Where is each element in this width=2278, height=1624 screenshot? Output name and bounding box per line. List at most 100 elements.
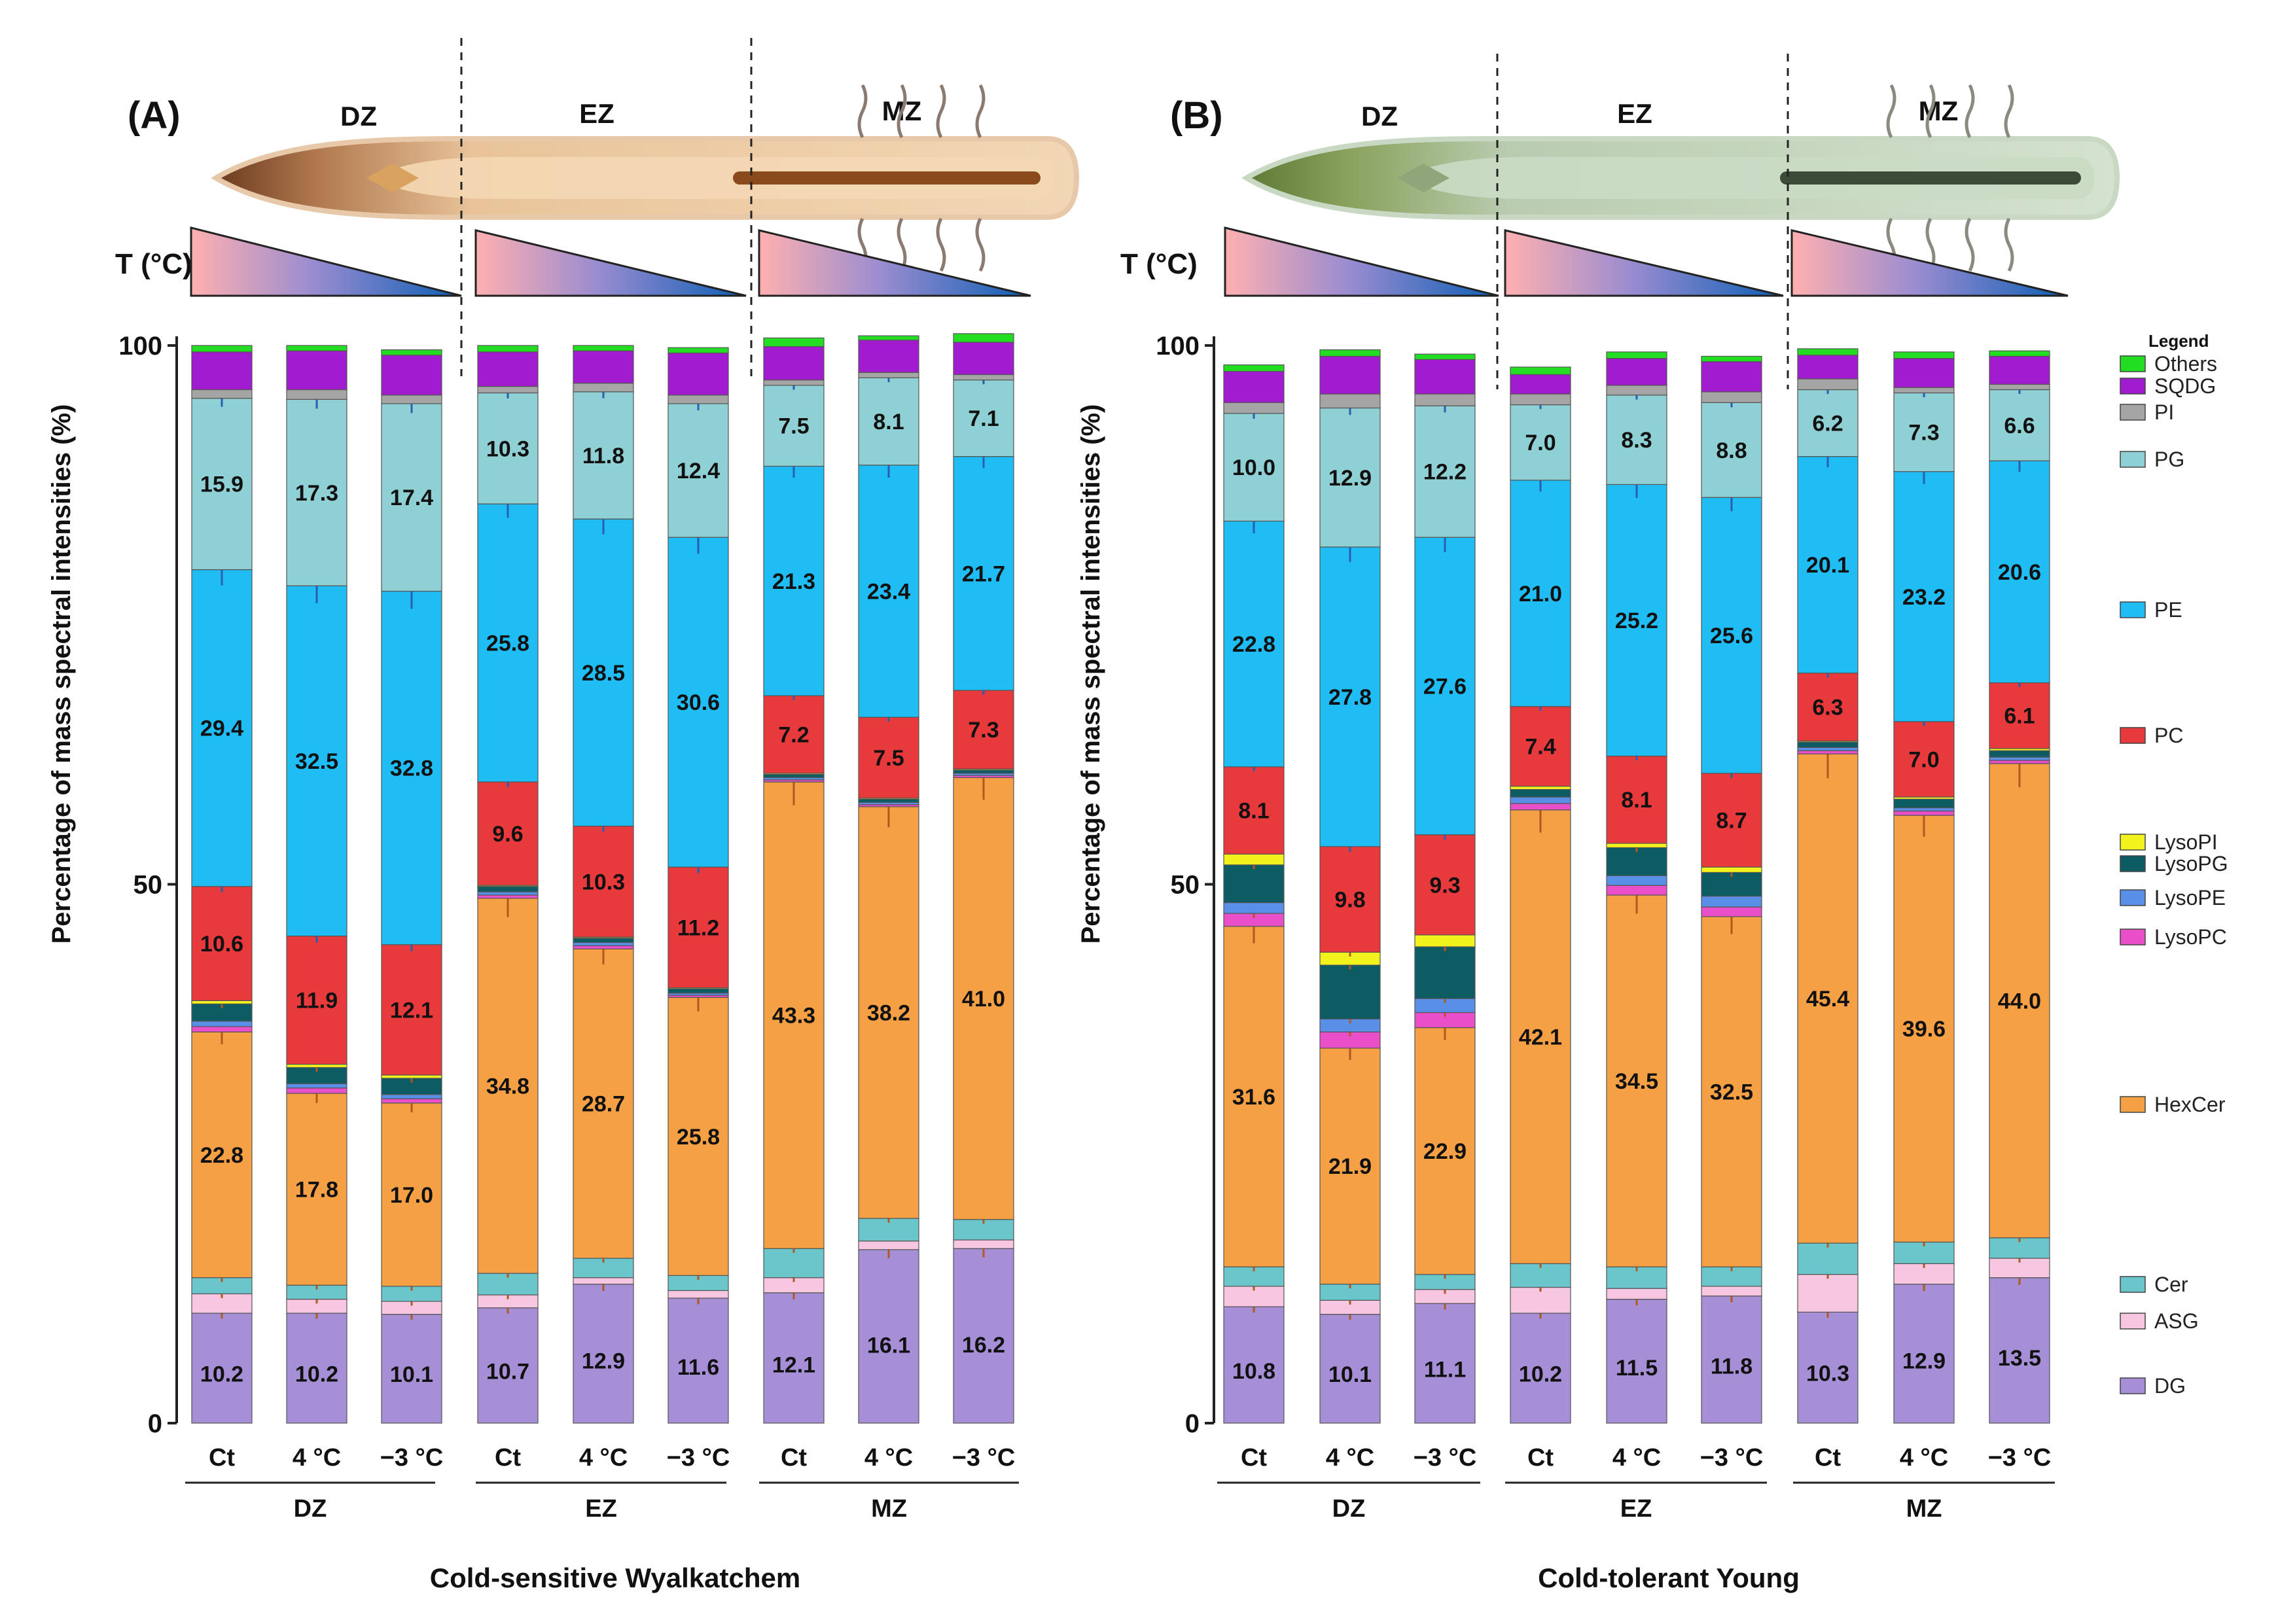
stacked-bar-mz-3-c: 13.5 44.0 6.1 20.6 6.6 [1989,350,2050,1424]
bar-segment-others [667,347,729,354]
bar-segment-lysopg [667,988,729,994]
bar-segment-lysope [1989,756,2050,761]
bar-segment-pg [1989,389,2050,461]
data-label-dg: 10.2 [1519,1362,1562,1386]
bar-segment-pc [1701,773,1762,868]
bar-segment-pe [1606,484,1667,757]
legend-item-dg: DG [2120,1374,2186,1398]
bar-segment-pi [1989,383,2050,391]
bar-segment-pg [763,385,825,467]
group-label-dz: DZ [294,1495,327,1523]
bar-segment-dg [381,1314,442,1424]
data-label-pe: 20.1 [1806,553,1849,578]
legend-swatch [2120,1276,2146,1293]
data-label-pg: 17.4 [390,485,433,510]
panel-a: (A) DZ EZ MZ T (°C) Percent [47,38,1080,1593]
bar-segment-pc [477,781,539,886]
bar-segment-others [477,345,539,353]
legend-item-sqdg: SQDG [2120,374,2216,398]
data-label-dg: 11.5 [1616,1356,1658,1381]
data-label-pg: 17.3 [295,481,338,506]
bar-segment-lysope [1893,807,1955,812]
bar-segment-others [1510,366,1571,376]
legend-label: LysoPG [2154,852,2228,875]
data-label-dg: 10.1 [1328,1362,1372,1387]
bar-segment-pe [477,503,539,783]
legend-label: LysoPC [2154,925,2227,949]
data-label-hexcer: 38.2 [867,1000,910,1025]
bar-segment-others [191,345,253,353]
data-label-pc: 6.3 [1812,696,1843,720]
bar-segment-lysopi [1510,786,1571,790]
legend-swatch [2120,1313,2146,1330]
bar-segment-sqdg [1893,358,1955,388]
bar-segment-dg [1893,1283,1955,1424]
plot-area-b: 0 50 100 10.8 31.6 8.1 22.8 10.0 Ct 10.1 21.9 9.8 27… [1156,332,2055,1523]
bar-segment-pc [1606,755,1667,844]
bar-segment-pc [763,695,825,774]
bar-segment-pc [1414,834,1476,936]
bar-segment-pe [381,590,442,945]
bar-segment-asg [573,1277,634,1285]
data-label-hexcer: 34.8 [486,1074,529,1099]
bar-segment-hexcer [1701,916,1762,1267]
data-label-pe: 28.5 [582,661,625,686]
bar-segment-lysopc [477,894,539,899]
legend-swatch [2120,834,2146,851]
data-label-dg: 11.8 [1711,1354,1753,1379]
data-label-pg: 7.0 [1525,431,1556,455]
data-label-pg: 8.1 [873,410,904,434]
data-label-dg: 10.1 [390,1362,433,1387]
bar-segment-pi [1797,378,1859,391]
bar-segment-hexcer [381,1103,442,1287]
data-label-pc: 7.0 [1908,747,1939,772]
legend-title: Legend [2148,331,2209,351]
panel-b: (B) DZ EZ MZ T (°C) Percent [1077,54,2120,1593]
bar-segment-others [573,345,634,351]
data-label-dg: 13.5 [1998,1346,2041,1371]
bar-segment-pc [1893,721,1955,798]
temperature-wedge-dz [190,226,462,297]
stacked-bar-ez-3-c: 11.8 32.5 8.7 25.6 8.8 [1701,355,1762,1424]
data-label-pe: 22.8 [1232,632,1275,657]
data-label-dg: 11.6 [677,1355,719,1380]
legend-label: PI [2154,400,2174,424]
bar-segment-lysope [477,891,539,896]
legend-swatch [2120,355,2146,372]
bar-segment-lysopc [1797,750,1859,754]
bar-segment-lysope [191,1021,253,1027]
bar-segment-lysopc [381,1098,442,1104]
bar-segment-lysopg [763,773,825,779]
bar-segment-pe [1414,537,1476,836]
zone-label-ez: EZ [579,98,614,129]
bar-segment-others [1797,348,1859,356]
y-tick-label: 100 [118,332,162,361]
stacked-bar-ez-3-c: 11.6 25.8 11.2 30.6 12.4 [667,347,729,1424]
bar-segment-dg [573,1283,634,1424]
bar-segment-sqdg [667,352,729,396]
x-tick-label: −3 °C [952,1444,1016,1472]
bar-segment-lysopi [1701,866,1762,873]
bar-segment-pc [1319,846,1381,953]
group-label-mz: MZ [1906,1495,1942,1523]
data-label-pc: 8.7 [1716,809,1747,834]
y-axis-label-b: Percentage of mass spectral intensities … [1077,404,1105,944]
data-label-pc: 7.5 [873,746,904,771]
bar-segment-hexcer [763,781,825,1249]
bar-segment-dg [1989,1277,2050,1424]
bar-segment-lysopi [381,1074,442,1079]
bar-segment-lysopc [286,1087,347,1094]
panel-label-a: (A) [128,94,181,137]
data-label-hexcer: 22.9 [1423,1139,1467,1164]
x-tick-label: −3 °C [380,1444,444,1472]
data-label-pg: 15.9 [200,472,243,497]
legend-item-lysopg: LysoPG [2120,852,2228,875]
x-tick-label: −3 °C [1414,1444,1477,1472]
legend-item-others: Others [2120,352,2217,376]
legend-swatch [2120,1377,2146,1394]
stacked-bar-dz-4-c: 10.2 17.8 11.9 32.5 17.3 [286,345,347,1424]
bar-segment-sqdg [1319,355,1381,395]
x-tick-label: 4 °C [293,1444,341,1472]
